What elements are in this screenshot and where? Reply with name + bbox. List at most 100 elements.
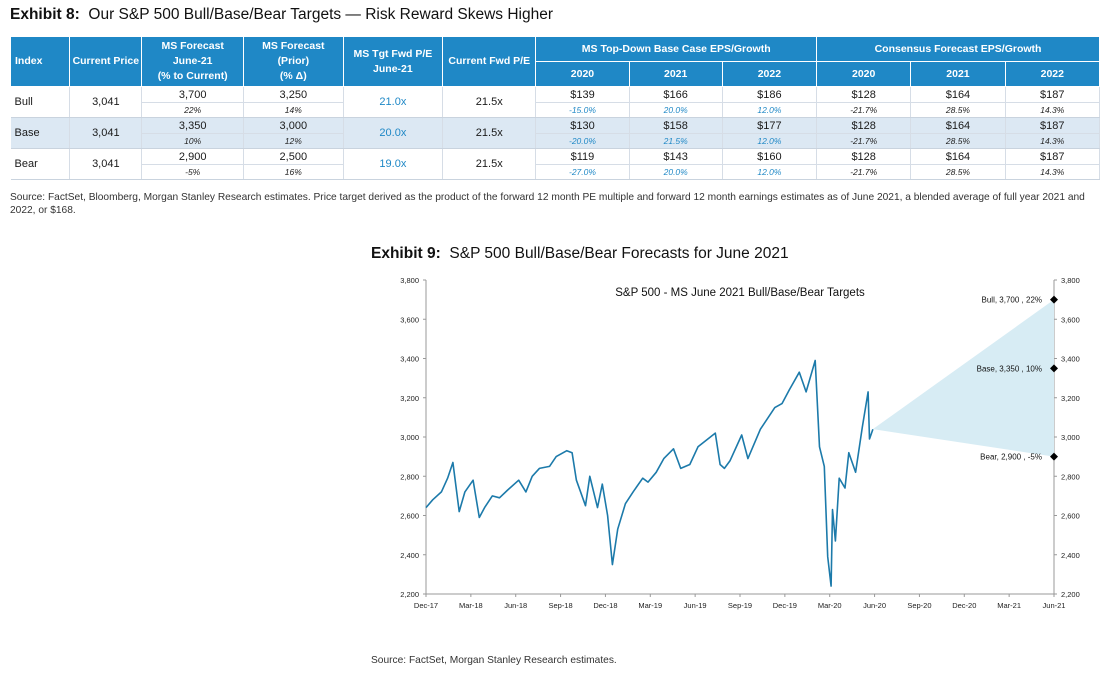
target-pe: 19.0x xyxy=(379,158,407,170)
header-ms-forecast-line2: June-21 xyxy=(172,55,213,67)
scenario-label: Bear, 2,900 , -5% xyxy=(980,453,1042,462)
header-prior-line1: MS Forecast xyxy=(262,40,325,52)
y-tick-label-left: 3,600 xyxy=(400,315,419,324)
header-year: 2020 xyxy=(535,61,630,87)
cell-price: 3,041 xyxy=(69,86,143,118)
row-label: Bull xyxy=(14,96,33,108)
cell-ms-eps: $177 12.0% xyxy=(722,117,818,149)
ms-growth: 12.0% xyxy=(757,166,782,177)
x-tick-label: Sep-20 xyxy=(907,601,931,610)
header-ms-forecast-prior: MS Forecast (Prior) (% Δ) xyxy=(243,36,344,87)
cell-consensus-eps: $187 14.3% xyxy=(1005,117,1101,149)
header-current-fwd-pe: Current Fwd P/E xyxy=(442,36,537,87)
target-pe: 20.0x xyxy=(379,127,407,139)
cell-ms-eps: $166 20.0% xyxy=(629,86,723,118)
consensus-eps: $164 xyxy=(911,119,1005,134)
x-tick-label: Mar-21 xyxy=(997,601,1021,610)
forecast-pct: 22% xyxy=(184,104,202,115)
header-index: Index xyxy=(9,36,71,87)
current-pe: 21.5x xyxy=(475,127,503,139)
prior-pct: 12% xyxy=(284,135,302,146)
ms-eps: $143 xyxy=(629,150,722,165)
cell-prior: 2,500 16% xyxy=(243,148,344,180)
y-tick-label-right: 3,000 xyxy=(1061,433,1080,442)
table-row: Base 3,041 3,350 10% 3,000 12% 20.0x 21.5x $130 -… xyxy=(10,117,1101,149)
cell-consensus-eps: $164 28.5% xyxy=(910,148,1006,180)
cell-target-pe: 20.0x xyxy=(343,117,444,149)
scenario-label: Bull, 3,700 , 22% xyxy=(982,296,1042,305)
cell-price: 3,041 xyxy=(69,148,143,180)
ms-growth: 20.0% xyxy=(663,104,688,115)
x-tick-label: Mar-19 xyxy=(638,601,662,610)
cell-ms-eps: $160 12.0% xyxy=(722,148,818,180)
exhibit9-title: Exhibit 9: S&P 500 Bull/Base/Bear Foreca… xyxy=(371,245,789,263)
exhibit8-source: Source: FactSet, Bloomberg, Morgan Stanl… xyxy=(10,192,1085,216)
x-tick-label: Jun-18 xyxy=(504,601,527,610)
consensus-eps: $187 xyxy=(1005,88,1099,103)
header-ms-tgt-pe: MS Tgt Fwd P/E June-21 xyxy=(342,36,444,87)
consensus-eps: $128 xyxy=(817,150,911,165)
header-year: 2021 xyxy=(628,61,723,87)
row-label: Base xyxy=(14,127,40,139)
consensus-growth: 28.5% xyxy=(945,104,970,115)
cell-current-pe: 21.5x xyxy=(442,117,537,149)
ms-growth: -15.0% xyxy=(568,104,596,115)
exhibit9-source: Source: FactSet, Morgan Stanley Research… xyxy=(371,655,617,666)
header-ms-forecast-line3: (% to Current) xyxy=(157,70,228,82)
cell-index: Bull xyxy=(10,86,71,118)
prior-value: 3,000 xyxy=(244,119,343,134)
cell-index: Bear xyxy=(10,148,71,180)
current-pe: 21.5x xyxy=(475,158,503,170)
current-price: 3,041 xyxy=(92,127,120,139)
ms-growth: 21.5% xyxy=(663,135,688,146)
ms-growth: 12.0% xyxy=(757,135,782,146)
consensus-eps: $187 xyxy=(1005,119,1099,134)
consensus-growth: 28.5% xyxy=(945,166,970,177)
y-tick-label-left: 3,800 xyxy=(400,276,419,285)
cell-forecast: 2,900 -5% xyxy=(141,148,245,180)
exhibit8-title-text: Our S&P 500 Bull/Base/Bear Targets — Ris… xyxy=(88,6,554,23)
header-tgt-line2: June-21 xyxy=(373,62,413,75)
y-tick-label-left: 2,800 xyxy=(400,472,419,481)
current-pe: 21.5x xyxy=(475,96,503,108)
ms-eps: $130 xyxy=(536,119,629,134)
header-current-price: Current Price xyxy=(69,36,143,87)
exhibit8-title: Exhibit 8: Our S&P 500 Bull/Base/Bear Ta… xyxy=(10,6,553,24)
y-tick-label-left: 2,600 xyxy=(400,512,419,521)
forecast-value: 3,700 xyxy=(142,88,244,103)
ms-growth: 20.0% xyxy=(663,166,688,177)
sp500-forecast-chart: 2,200 2,200 2,400 2,400 2,600 2,600 2,800 2,800… xyxy=(400,276,1080,610)
forecast-value: 2,900 xyxy=(142,150,244,165)
consensus-growth: -21.7% xyxy=(850,166,878,177)
header-year: 2020 xyxy=(816,61,912,87)
consensus-growth: 14.3% xyxy=(1040,135,1065,146)
x-tick-label: Dec-20 xyxy=(952,601,976,610)
header-tgt-line1: MS Tgt Fwd P/E xyxy=(353,47,433,60)
x-tick-label: Jun-19 xyxy=(684,601,707,610)
consensus-eps: $128 xyxy=(817,88,911,103)
cell-consensus-eps: $128 -21.7% xyxy=(816,117,912,149)
cell-consensus-eps: $128 -21.7% xyxy=(816,86,912,118)
y-tick-label-left: 3,400 xyxy=(400,355,419,364)
y-tick-label-right: 3,800 xyxy=(1061,276,1080,285)
ms-growth: -27.0% xyxy=(568,166,596,177)
consensus-growth: 14.3% xyxy=(1040,166,1065,177)
cell-consensus-eps: $187 14.3% xyxy=(1005,86,1101,118)
ms-eps: $139 xyxy=(536,88,629,103)
header-year: 2022 xyxy=(721,61,818,87)
x-tick-label: Sep-18 xyxy=(548,601,572,610)
cell-ms-eps: $143 20.0% xyxy=(629,148,723,180)
consensus-growth: -21.7% xyxy=(850,104,878,115)
consensus-eps: $128 xyxy=(817,119,911,134)
x-tick-label: Jun-21 xyxy=(1043,601,1066,610)
y-tick-label-right: 2,800 xyxy=(1061,472,1080,481)
chart-title: S&P 500 - MS June 2021 Bull/Base/Bear Ta… xyxy=(615,287,865,299)
x-tick-label: Dec-17 xyxy=(414,601,438,610)
consensus-growth: -21.7% xyxy=(850,135,878,146)
prior-value: 2,500 xyxy=(244,150,343,165)
cell-forecast: 3,350 10% xyxy=(141,117,245,149)
ms-growth: 12.0% xyxy=(757,104,782,115)
scenario-marker xyxy=(1050,364,1058,373)
cell-consensus-eps: $187 14.3% xyxy=(1005,148,1101,180)
x-tick-label: Mar-18 xyxy=(459,601,483,610)
